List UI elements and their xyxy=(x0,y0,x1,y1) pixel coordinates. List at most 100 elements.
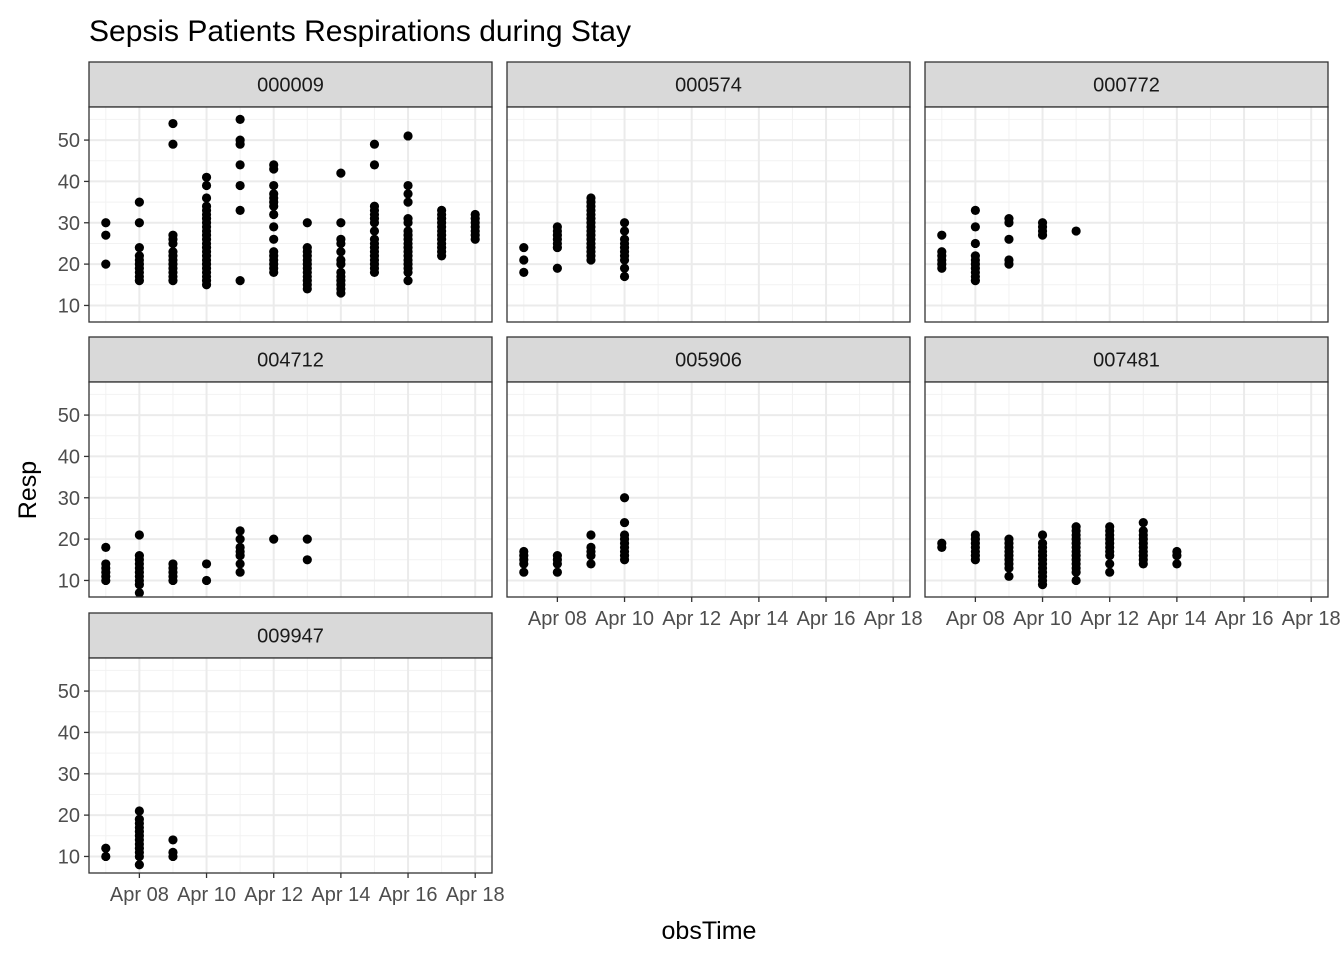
data-point xyxy=(201,201,212,211)
data-point xyxy=(336,247,346,257)
data-point xyxy=(586,542,596,552)
chart-title: Sepsis Patients Respirations during Stay xyxy=(89,15,631,48)
data-point xyxy=(269,534,279,544)
data-point xyxy=(970,205,980,215)
facet-strip-label: 000772 xyxy=(1093,75,1160,97)
data-point xyxy=(586,193,596,203)
data-point xyxy=(101,843,111,853)
data-point xyxy=(552,263,562,273)
data-point xyxy=(235,567,245,577)
facet-strip xyxy=(88,61,493,108)
data-point xyxy=(1037,538,1048,548)
facet-panel-007481: 007481 Apr 08 Apr 10 Apr 12 Apr 14 Apr 16 Apr … xyxy=(924,336,1341,630)
data-point xyxy=(336,234,346,244)
data-point xyxy=(134,588,144,598)
data-point xyxy=(619,493,630,503)
data-point xyxy=(134,806,144,816)
data-point xyxy=(437,205,447,215)
data-point xyxy=(235,526,245,536)
data-point xyxy=(168,118,178,129)
data-point xyxy=(619,530,630,540)
y-tick-label: 40 xyxy=(58,446,80,468)
data-point xyxy=(1071,226,1081,236)
data-point xyxy=(970,238,980,249)
data-point xyxy=(235,559,245,569)
panel-border xyxy=(88,657,493,874)
data-point xyxy=(519,567,529,577)
data-point xyxy=(369,139,380,149)
data-point xyxy=(134,530,144,540)
data-point xyxy=(519,242,529,253)
data-point xyxy=(235,114,245,125)
y-tick-label: 30 xyxy=(58,488,80,510)
data-point xyxy=(134,814,144,824)
data-point xyxy=(1105,522,1115,532)
data-point xyxy=(369,234,380,244)
facet-strip xyxy=(88,612,493,659)
y-tick-label: 50 xyxy=(58,405,80,427)
data-point xyxy=(269,160,279,170)
data-point xyxy=(519,255,529,265)
data-point xyxy=(1071,575,1081,586)
plot-background xyxy=(925,107,1328,322)
x-axis-title: obsTime xyxy=(662,917,757,945)
x-tick-label: Apr 14 xyxy=(311,884,370,906)
data-point xyxy=(519,546,529,557)
y-tick-label: 40 xyxy=(58,722,80,744)
data-point xyxy=(619,271,630,282)
data-point xyxy=(470,209,480,220)
data-point xyxy=(201,559,212,569)
x-tick-label: Apr 10 xyxy=(1013,608,1072,630)
data-point xyxy=(403,197,413,207)
data-point xyxy=(336,168,346,178)
facet-strip-label: 000009 xyxy=(257,75,324,97)
y-tick-label: 30 xyxy=(58,764,80,786)
data-point xyxy=(235,205,245,215)
data-point xyxy=(1004,255,1014,265)
data-point xyxy=(403,276,413,286)
plot-background xyxy=(507,382,910,597)
data-point xyxy=(101,542,111,552)
data-point xyxy=(134,218,144,228)
data-point xyxy=(235,542,245,552)
data-point xyxy=(134,242,144,253)
data-point xyxy=(1004,234,1014,244)
panel-border xyxy=(506,381,911,598)
panel-border xyxy=(924,106,1329,323)
data-point xyxy=(937,247,947,257)
x-tick-label: Apr 12 xyxy=(662,608,721,630)
y-tick-label: 30 xyxy=(58,213,80,235)
data-point xyxy=(201,193,212,203)
facet-strip-label: 007481 xyxy=(1093,350,1160,372)
data-point xyxy=(1004,571,1014,581)
x-tick-label: Apr 12 xyxy=(244,884,303,906)
data-point xyxy=(302,242,312,253)
data-point xyxy=(134,197,144,207)
y-tick-label: 50 xyxy=(58,681,80,703)
x-tick-label: Apr 10 xyxy=(177,884,236,906)
facet-panel-000772: 000772 xyxy=(924,61,1329,323)
panel-border xyxy=(88,381,493,598)
x-tick-label: Apr 08 xyxy=(528,608,587,630)
data-point xyxy=(586,530,596,540)
data-point xyxy=(101,218,111,228)
data-point xyxy=(619,517,630,528)
x-tick-label: Apr 14 xyxy=(1147,608,1206,630)
data-point xyxy=(269,222,279,232)
facet-strip xyxy=(88,336,493,383)
x-tick-label: Apr 18 xyxy=(1282,608,1341,630)
data-point xyxy=(168,847,178,857)
data-point xyxy=(269,247,279,257)
data-point xyxy=(552,222,562,232)
x-tick-label: Apr 18 xyxy=(864,608,923,630)
data-point xyxy=(369,160,380,170)
y-tick-label: 20 xyxy=(58,254,80,276)
facet-panel-000574: 000574 xyxy=(506,61,911,323)
y-axis-title: Resp xyxy=(14,461,42,519)
data-point xyxy=(552,551,562,561)
data-point xyxy=(1037,218,1048,228)
data-point xyxy=(235,135,245,145)
data-point xyxy=(937,230,947,240)
data-point xyxy=(937,538,947,548)
y-tick-label: 20 xyxy=(58,805,80,827)
